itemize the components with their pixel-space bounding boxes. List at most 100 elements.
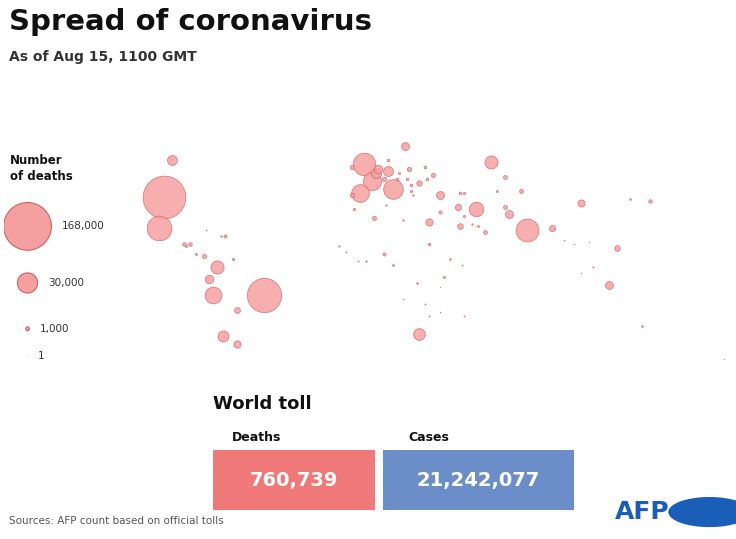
Point [397,295,408,304]
Ellipse shape [4,203,52,250]
Point [227,254,239,263]
Point [411,279,423,287]
Point [499,203,511,212]
Point [346,162,358,171]
Point [378,250,390,259]
Point [438,273,450,281]
Point [346,191,358,199]
Point [420,162,431,171]
FancyBboxPatch shape [383,451,574,510]
Point [423,312,435,320]
Point [154,224,166,232]
Point [515,186,527,195]
Point [184,240,196,248]
Text: Number
of deaths: Number of deaths [10,154,73,183]
Point [358,160,369,169]
Point [399,142,411,150]
Text: Cases: Cases [408,431,450,445]
Point [367,177,378,185]
Point [403,164,415,173]
Point [459,312,470,320]
Point [207,291,219,300]
Point [348,205,360,214]
Point [569,240,581,248]
Text: AFP: AFP [615,500,670,524]
Point [423,240,435,248]
Text: 30,000: 30,000 [48,278,84,288]
Text: 1,000: 1,000 [40,324,69,334]
Point [636,322,648,330]
Point [470,205,482,214]
Point [718,355,729,363]
Point [372,164,384,173]
Point [386,185,398,194]
Text: 168,000: 168,000 [62,222,105,231]
Point [378,175,390,183]
Point [202,275,214,284]
Point [454,189,466,197]
Point [473,222,484,230]
Text: 1: 1 [38,351,45,361]
Point [583,238,595,246]
Ellipse shape [26,327,29,330]
Point [360,256,372,265]
Point [546,224,558,232]
Point [575,199,587,208]
Point [381,201,392,210]
Point [624,195,636,204]
Point [454,222,466,230]
Point [191,250,202,259]
Text: World toll: World toll [213,395,312,413]
Point [405,181,417,189]
Point [420,299,431,308]
Point [413,178,425,187]
Point [459,189,470,197]
Point [231,305,243,314]
Point [434,307,445,316]
Point [434,191,445,199]
Point [219,232,231,240]
Point [339,248,351,257]
Point [423,217,435,226]
Point [393,168,405,177]
Point [180,242,192,251]
Text: Deaths: Deaths [232,431,281,445]
Point [158,193,169,202]
Point [499,172,511,181]
Point [456,260,468,269]
Point [522,226,534,234]
Point [407,191,419,199]
Point [210,262,222,271]
Point [467,219,478,228]
Point [413,330,425,338]
Point [434,207,445,216]
Point [397,216,408,224]
Point [491,186,503,195]
Point [644,197,656,205]
Text: 21,242,077: 21,242,077 [417,471,540,489]
Text: As of Aug 15, 1100 GMT: As of Aug 15, 1100 GMT [9,50,197,64]
Point [370,168,382,177]
Circle shape [668,497,736,527]
Point [452,203,464,212]
Point [217,332,229,341]
Point [459,211,470,220]
Point [575,268,587,277]
Point [368,213,380,222]
Point [604,281,615,289]
Text: Spread of coronavirus: Spread of coronavirus [9,8,372,36]
Point [166,156,177,165]
Point [485,158,497,167]
Point [383,156,394,165]
Point [352,256,364,265]
Point [587,262,599,271]
Point [231,340,243,349]
Point [383,167,394,175]
Point [333,242,345,251]
FancyBboxPatch shape [213,451,375,510]
Point [391,175,403,183]
Point [559,236,570,245]
Text: Sources: AFP count based on official tolls: Sources: AFP count based on official tol… [9,515,224,526]
Point [354,189,366,197]
Point [422,175,434,183]
